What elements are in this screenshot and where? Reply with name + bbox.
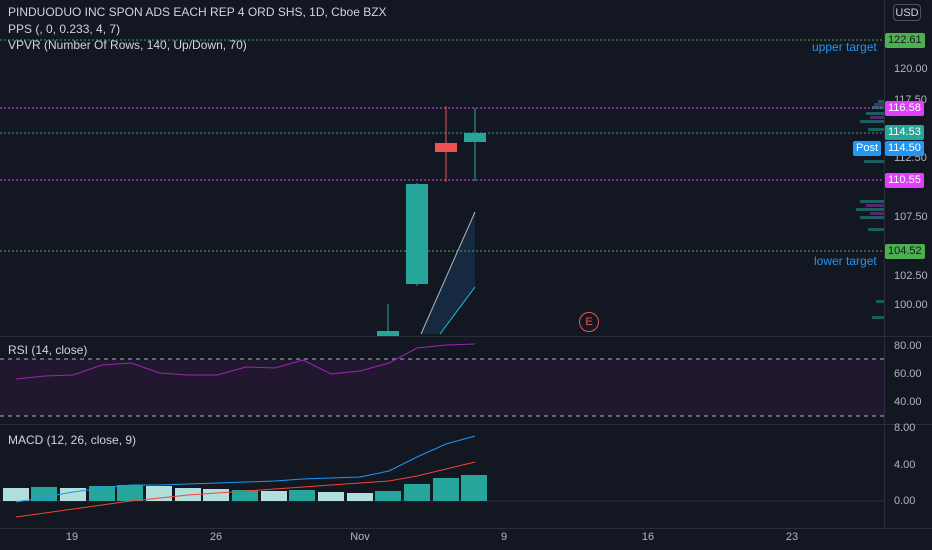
lower-target-price-tag: 104.52 — [885, 244, 925, 259]
macd-tick: 8.00 — [894, 422, 916, 434]
time-tick: 26 — [209, 531, 223, 543]
rsi-tick: 40.00 — [894, 396, 922, 408]
price-tick: 120.00 — [894, 63, 928, 75]
pps-lower-line — [439, 286, 476, 335]
time-tick: 9 — [500, 531, 508, 543]
post-label: Post — [853, 141, 882, 156]
rsi-chart — [0, 343, 884, 417]
volume-profile — [856, 100, 884, 319]
time-axis-border — [0, 528, 932, 529]
rsi-tick: 80.00 — [894, 340, 922, 352]
time-axis[interactable] — [0, 529, 884, 550]
lower-target-label: lower target — [814, 254, 877, 268]
rsi-line — [15, 343, 476, 380]
pps-upper-line — [420, 211, 476, 335]
time-tick: Nov — [350, 531, 370, 543]
price-tick: 107.50 — [894, 211, 928, 223]
rsi-legend[interactable]: RSI (14, close) — [8, 343, 88, 357]
upper-target-label: upper target — [812, 40, 877, 54]
time-tick: 19 — [65, 531, 79, 543]
level-price-tag: 116.58 — [885, 101, 924, 116]
time-tick: 16 — [641, 531, 655, 543]
price-tick: 100.00 — [894, 299, 928, 311]
macd-tick: 4.00 — [894, 459, 916, 471]
signal-line — [15, 461, 476, 518]
symbol-title: PINDUODUO INC SPON ADS EACH REP 4 ORD SH… — [8, 5, 387, 19]
pane-divider[interactable] — [0, 424, 932, 425]
macd-tick: 0.00 — [894, 495, 916, 507]
price-pane[interactable]: PINDUODUO INC SPON ADS EACH REP 4 ORD SH… — [0, 0, 884, 336]
level-price-tag: 110.55 — [885, 173, 924, 188]
candle-body — [406, 184, 428, 284]
currency-button[interactable]: USD — [893, 4, 921, 21]
pane-divider[interactable] — [0, 336, 932, 337]
macd-pane[interactable]: MACD (12, 26, close, 9) — [0, 425, 884, 528]
vpvr-legend[interactable]: VPVR (Number Of Rows, 140, Up/Down, 70) — [8, 38, 247, 52]
rsi-tick: 60.00 — [894, 368, 922, 380]
rsi-pane[interactable]: RSI (14, close) — [0, 337, 884, 424]
post-price-tag: 114.50 — [885, 141, 924, 156]
last-price-tag: 114.53 — [885, 125, 924, 140]
pps-legend[interactable]: PPS (, 0, 0.233, 4, 7) — [8, 22, 121, 36]
time-tick: 23 — [785, 531, 799, 543]
upper-target-price-tag: 122.61 — [885, 33, 925, 48]
rsi-band — [0, 359, 884, 416]
price-axis-border — [884, 0, 885, 528]
candle-body — [464, 133, 486, 142]
macd-chart — [0, 435, 884, 518]
macd-histogram — [3, 475, 487, 501]
price-tick: 102.50 — [894, 270, 928, 282]
price-chart — [0, 39, 884, 336]
macd-legend[interactable]: MACD (12, 26, close, 9) — [8, 433, 137, 447]
earnings-marker[interactable]: E — [579, 312, 599, 332]
candle-body — [435, 143, 457, 152]
candle-body — [377, 331, 399, 336]
macd-line — [15, 435, 476, 503]
volume-profile-down — [866, 103, 884, 215]
